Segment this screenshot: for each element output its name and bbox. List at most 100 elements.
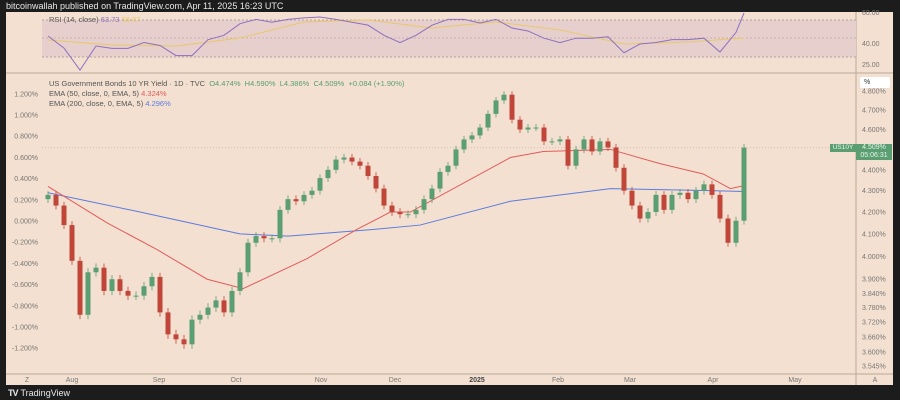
candle-body: [405, 214, 411, 216]
last-price-tag: 4.509% 05:06:31: [856, 144, 892, 160]
candle-body: [229, 290, 235, 313]
candle-body: [605, 141, 611, 148]
candle-body: [61, 205, 67, 226]
candle-body: [677, 192, 683, 195]
candle-body: [157, 276, 163, 313]
candle-body: [629, 190, 635, 206]
candle-body: [493, 100, 499, 114]
ema50-value: 4.324%: [141, 89, 167, 98]
left-axis-tick: -0.200%: [12, 240, 38, 247]
time-axis-tick: Dec: [389, 377, 402, 384]
candle-body: [133, 295, 139, 297]
left-axis-tick: 0.400%: [14, 176, 38, 183]
left-axis-tick: 1.000%: [14, 113, 38, 120]
ema200-value: 4.296%: [145, 99, 171, 108]
candle-body: [365, 165, 371, 177]
candle-body: [501, 94, 507, 101]
candle-body: [45, 194, 51, 200]
right-axis-tick: 4.800%: [862, 88, 886, 95]
rsi-value: 63.73: [100, 15, 120, 24]
candle-body: [413, 209, 419, 215]
right-axis-tick: 4.100%: [862, 231, 886, 238]
auto-scale-button[interactable]: A: [873, 377, 878, 384]
candle-body: [141, 286, 147, 296]
candle-body: [261, 236, 267, 239]
candle-body: [565, 139, 571, 166]
rsi-line: [47, 12, 745, 71]
candle-body: [325, 169, 331, 179]
time-axis-tick: Apr: [708, 377, 720, 384]
candle-body: [717, 194, 723, 219]
candle-body: [285, 199, 291, 210]
candle-body: [181, 339, 187, 345]
candle-body: [389, 205, 395, 213]
candle-body: [621, 167, 627, 191]
candle-body: [469, 135, 475, 140]
left-axis-tick: -1.000%: [12, 325, 38, 332]
right-axis-tick: 3.660%: [862, 334, 886, 341]
open-value: O4.474%: [209, 79, 241, 88]
candle-body: [509, 94, 515, 120]
symbol-title[interactable]: US Government Bonds 10 YR Yield · 1D · T…: [49, 79, 206, 88]
candle-body: [93, 267, 99, 273]
candle-body: [397, 212, 403, 215]
left-axis-tick: 0.000%: [14, 219, 38, 226]
rsi-label: RSI (14, close): [49, 15, 99, 24]
candle-body: [149, 276, 155, 287]
candle-body: [573, 149, 579, 166]
zoom-reset-button[interactable]: Z: [25, 377, 30, 384]
candle-body: [117, 279, 123, 291]
time-axis-tick: Mar: [624, 377, 637, 384]
candle-body: [205, 307, 211, 315]
ema200-legend[interactable]: EMA (200, close, 0, EMA, 5) 4.296%: [49, 99, 171, 108]
candle-body: [341, 157, 347, 160]
candle-body: [693, 190, 699, 200]
candle-body: [581, 139, 587, 150]
candle-body: [549, 141, 555, 143]
candle-body: [437, 171, 443, 189]
candle-body: [317, 178, 323, 191]
time-axis-tick: Oct: [231, 377, 242, 384]
candle-body: [485, 113, 491, 128]
tradingview-brand[interactable]: TV TradingView: [8, 388, 70, 398]
candle-body: [333, 159, 339, 170]
ema50-legend[interactable]: EMA (50, close, 0, EMA, 5) 4.324%: [49, 89, 167, 98]
candle-body: [725, 218, 731, 243]
right-axis-tick: 4.200%: [862, 210, 886, 217]
candle-body: [733, 220, 739, 243]
candle-body: [53, 194, 59, 206]
ema200-label: EMA (200, close, 0, EMA, 5): [49, 99, 144, 108]
candle-body: [85, 272, 91, 315]
left-axis-tick: -0.800%: [12, 303, 38, 310]
candle-body: [429, 188, 435, 200]
rsi-ma-line: [47, 19, 745, 47]
candle-body: [445, 165, 451, 172]
right-axis-tick: 3.545%: [862, 363, 886, 370]
left-axis-tick: 0.600%: [14, 155, 38, 162]
rsi-ma-value: 58.07: [121, 15, 141, 24]
publish-info: bitcoinwallah published on TradingView.c…: [6, 1, 284, 11]
time-axis-tick: Sep: [153, 377, 166, 384]
candle-body: [197, 314, 203, 320]
candle-body: [517, 119, 523, 130]
left-axis-tick: -0.600%: [12, 282, 38, 289]
candle-body: [237, 272, 243, 291]
candle-body: [213, 300, 219, 308]
close-value: C4.509%: [313, 79, 345, 88]
candle-body: [253, 236, 259, 243]
brand-name: TradingView: [20, 388, 71, 398]
time-axis-tick: 2025: [469, 377, 485, 384]
candle-body: [309, 190, 315, 195]
bar-countdown: 05:06:31: [860, 152, 888, 159]
last-price-value: 4.509%: [862, 144, 886, 151]
scale-unit-button[interactable]: %: [860, 77, 890, 88]
candle-body: [525, 127, 531, 130]
candle-body: [461, 139, 467, 150]
candle-body: [453, 149, 459, 166]
left-axis-tick: 1.200%: [14, 91, 38, 98]
candle-body: [69, 225, 75, 261]
candle-body: [653, 194, 659, 213]
candle-body: [669, 194, 675, 210]
candle-body: [373, 176, 379, 189]
